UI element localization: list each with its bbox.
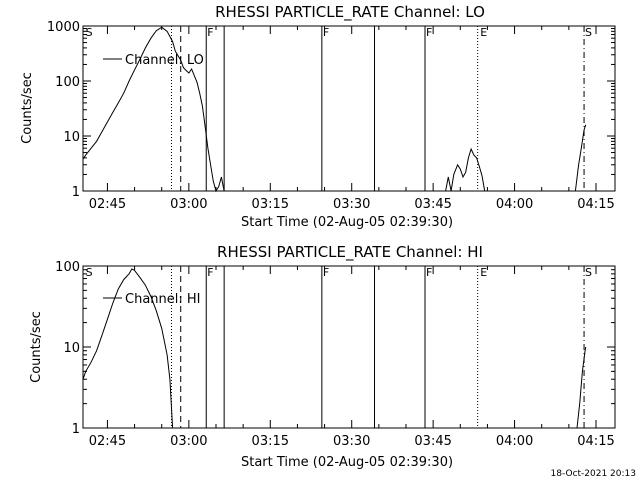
marker-label: F — [207, 266, 213, 279]
legend-label: Channel: HI — [125, 292, 201, 307]
x-tick-label: 04:00 — [496, 197, 533, 212]
y-axis-label: Counts/sec — [29, 311, 44, 383]
marker-label: S — [86, 266, 93, 279]
x-tick-label: 03:30 — [333, 434, 370, 449]
marker-label: F — [323, 26, 329, 39]
marker-label: S — [585, 266, 592, 279]
x-tick-label: 03:15 — [252, 434, 289, 449]
x-tick-label: 04:00 — [496, 434, 533, 449]
x-tick-label: 03:30 — [333, 197, 370, 212]
y-axis: 1 10 100 — [55, 260, 615, 437]
chart-title: RHESSI PARTICLE_RATE Channel: LO — [215, 3, 485, 22]
legend: Channel: LO — [103, 53, 204, 68]
x-tick-label: 03:00 — [170, 434, 207, 449]
y-axis-label: Counts/sec — [20, 72, 35, 144]
x-tick-label: 02:45 — [89, 197, 126, 212]
marker-label: E — [480, 26, 487, 39]
plot-frame — [82, 265, 616, 429]
legend-label: Channel: LO — [125, 53, 204, 68]
marker-label: F — [207, 26, 213, 39]
marker-label: F — [323, 266, 329, 279]
series-line — [576, 346, 587, 429]
series-line — [445, 147, 486, 192]
x-tick-label: 03:45 — [414, 197, 451, 212]
x-tick-label: 04:15 — [577, 434, 614, 449]
x-tick-label: 03:00 — [170, 197, 207, 212]
marker-label: F — [426, 26, 432, 39]
y-tick-label: 1 — [72, 185, 80, 200]
marker-label: F — [426, 266, 432, 279]
x-axis-label: Start Time (02-Aug-05 02:39:30) — [241, 215, 453, 230]
footer-timestamp: 18-Oct-2021 20:13 — [551, 469, 636, 479]
x-axis-label: Start Time (02-Aug-05 02:39:30) — [241, 455, 453, 470]
series-line — [82, 26, 225, 193]
plot-frame — [82, 25, 616, 192]
x-tick-label: 04:15 — [577, 197, 614, 212]
y-tick-label: 1000 — [47, 20, 80, 35]
marker-label: S — [86, 26, 93, 39]
y-tick-label: 10 — [63, 341, 80, 356]
chart-title: RHESSI PARTICLE_RATE Channel: HI — [217, 243, 483, 262]
y-axis: 1 10 100 1000 — [47, 20, 615, 200]
x-axis: 02:45 03:00 03:15 03:30 03:45 04:00 04:15 — [89, 26, 615, 212]
legend: Channel: HI — [103, 292, 201, 307]
y-tick-label: 100 — [55, 75, 80, 90]
x-axis: 02:45 03:00 03:15 03:30 03:45 04:00 04:15 — [89, 266, 615, 449]
series-line — [82, 268, 174, 429]
x-tick-label: 03:45 — [414, 434, 451, 449]
y-tick-label: 1 — [72, 422, 80, 437]
data-traces — [82, 268, 587, 429]
y-tick-label: 10 — [63, 130, 80, 145]
series-line — [574, 124, 587, 192]
x-tick-label: 03:15 — [252, 197, 289, 212]
marker-label: S — [585, 26, 592, 39]
y-tick-label: 100 — [55, 260, 80, 275]
marker-label: E — [480, 266, 487, 279]
data-traces — [82, 26, 587, 193]
x-tick-label: 02:45 — [89, 434, 126, 449]
